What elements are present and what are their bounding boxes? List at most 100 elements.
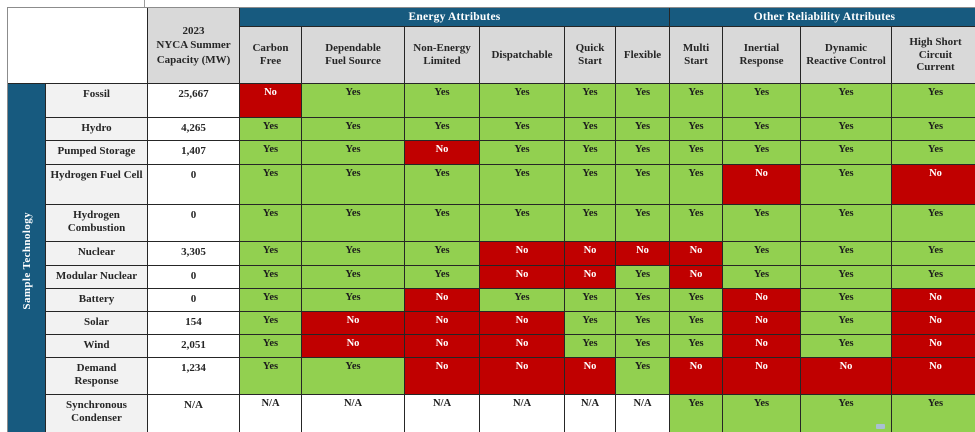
cell-hydro-dynamic-reactive-control-text: Yes xyxy=(838,121,854,132)
column-header-carbon-free-text: Carbon Free xyxy=(252,42,289,67)
cell-pumped-storage-non-energy-limited-text: No xyxy=(435,144,449,155)
cell-solar-flexible: Yes xyxy=(616,312,669,334)
cell-hydro-dependable-fuel-source-text: Yes xyxy=(345,121,361,132)
cell-nuclear-quick-start-text: No xyxy=(583,245,597,256)
cell-hydro-quick-start: Yes xyxy=(565,118,615,140)
cell-pumped-storage-multi-start: Yes xyxy=(670,141,722,164)
cell-nuclear-multi-start: No xyxy=(670,242,722,265)
cell-fossil-multi-start: Yes xyxy=(670,84,722,117)
cell-solar-dynamic-reactive-control-text: Yes xyxy=(838,315,854,326)
capacity-demand-response-text: 1,234 xyxy=(181,362,206,374)
cell-modular-nuclear-dispatchable: No xyxy=(480,266,564,288)
cell-synchronous-condenser-flexible: N/A xyxy=(616,395,669,432)
capacity-header-line: 2023 xyxy=(182,25,205,38)
cell-solar-flexible-text: Yes xyxy=(634,315,651,326)
row-label-nuclear: Nuclear xyxy=(46,242,147,265)
row-label-wind: Wind xyxy=(46,335,147,357)
cell-nuclear-non-energy-limited-text: Yes xyxy=(434,245,450,256)
cell-modular-nuclear-dependable-fuel-source: Yes xyxy=(302,266,404,288)
row-label-fossil: Fossil xyxy=(46,84,147,117)
cell-wind-flexible-text: Yes xyxy=(634,338,651,349)
cell-fossil-high-short-circuit-current: Yes xyxy=(892,84,975,117)
cell-wind-dependable-fuel-source-text: No xyxy=(346,338,360,349)
cell-modular-nuclear-non-energy-limited-text: Yes xyxy=(434,269,450,280)
cell-solar-dispatchable-text: No xyxy=(515,315,529,326)
cell-demand-response-dispatchable: No xyxy=(480,358,564,394)
cell-hydro-non-energy-limited: Yes xyxy=(405,118,479,140)
row-label-solar-text: Solar xyxy=(83,316,110,328)
cell-hydrogen-combustion-dispatchable-text: Yes xyxy=(514,208,530,219)
cell-wind-dispatchable: No xyxy=(480,335,564,357)
cell-battery-dispatchable-text: Yes xyxy=(514,292,530,303)
cell-hydro-dispatchable: Yes xyxy=(480,118,564,140)
column-header-non-energy-limited: Non-Energy Limited xyxy=(405,27,479,83)
row-label-modular-nuclear-text: Modular Nuclear xyxy=(55,270,138,282)
cell-pumped-storage-quick-start: Yes xyxy=(565,141,615,164)
cell-wind-non-energy-limited: No xyxy=(405,335,479,357)
cell-hydro-multi-start-text: Yes xyxy=(688,121,704,132)
cell-fossil-carbon-free-text: No xyxy=(264,87,277,98)
cell-pumped-storage-high-short-circuit-current-text: Yes xyxy=(927,144,944,155)
cell-hydrogen-combustion-inertial-response-text: Yes xyxy=(753,208,770,219)
cell-nuclear-dispatchable-text: No xyxy=(515,245,529,256)
cell-synchronous-condenser-quick-start: N/A xyxy=(565,395,615,432)
cell-wind-carbon-free-text: Yes xyxy=(262,338,279,349)
cell-demand-response-flexible-text: Yes xyxy=(634,361,651,372)
cell-demand-response-dependable-fuel-source: Yes xyxy=(302,358,404,394)
cell-hydro-inertial-response-text: Yes xyxy=(753,121,770,132)
cell-modular-nuclear-flexible-text: Yes xyxy=(634,269,651,280)
capacity-header-line: Capacity (MW) xyxy=(156,53,231,66)
cell-pumped-storage-dependable-fuel-source: Yes xyxy=(302,141,404,164)
cell-hydrogen-fuel-cell-dispatchable-text: Yes xyxy=(514,168,530,179)
cell-modular-nuclear-dependable-fuel-source-text: Yes xyxy=(345,269,361,280)
cell-wind-dynamic-reactive-control-text: Yes xyxy=(838,338,854,349)
cell-demand-response-dynamic-reactive-control: No xyxy=(801,358,891,394)
cell-solar-quick-start: Yes xyxy=(565,312,615,334)
cell-hydrogen-combustion-dispatchable: Yes xyxy=(480,205,564,241)
cell-demand-response-inertial-response-text: No xyxy=(755,361,768,372)
cell-solar-dispatchable: No xyxy=(480,312,564,334)
cell-fossil-quick-start: Yes xyxy=(565,84,615,117)
capacity-hydrogen-combustion: 0 xyxy=(148,205,239,241)
row-label-wind-text: Wind xyxy=(83,339,110,351)
cell-pumped-storage-carbon-free: Yes xyxy=(240,141,301,164)
cell-solar-carbon-free-text: Yes xyxy=(262,315,279,326)
cell-wind-multi-start: Yes xyxy=(670,335,722,357)
cell-hydrogen-fuel-cell-carbon-free: Yes xyxy=(240,165,301,204)
capacity-synchronous-condenser-text: N/A xyxy=(184,399,203,411)
capacity-battery-text: 0 xyxy=(190,293,197,305)
cell-hydrogen-fuel-cell-non-energy-limited-text: Yes xyxy=(434,168,450,179)
cell-modular-nuclear-high-short-circuit-current: Yes xyxy=(892,266,975,288)
cell-hydrogen-fuel-cell-multi-start-text: Yes xyxy=(688,168,704,179)
cell-modular-nuclear-multi-start-text: No xyxy=(689,269,703,280)
cell-pumped-storage-dynamic-reactive-control: Yes xyxy=(801,141,891,164)
cell-pumped-storage-flexible-text: Yes xyxy=(634,144,651,155)
cell-synchronous-condenser-dispatchable-text: N/A xyxy=(512,398,532,409)
cell-hydrogen-combustion-flexible-text: Yes xyxy=(634,208,651,219)
cell-nuclear-high-short-circuit-current-text: Yes xyxy=(927,245,944,256)
cell-fossil-inertial-response-text: Yes xyxy=(753,87,770,98)
cell-hydrogen-fuel-cell-quick-start: Yes xyxy=(565,165,615,204)
capacity-demand-response: 1,234 xyxy=(148,358,239,394)
cell-wind-quick-start: Yes xyxy=(565,335,615,357)
cell-hydrogen-combustion-dependable-fuel-source-text: Yes xyxy=(345,208,361,219)
column-header-multi-start-text: Multi Start xyxy=(682,42,710,67)
cell-demand-response-high-short-circuit-current: No xyxy=(892,358,975,394)
cell-hydrogen-fuel-cell-dynamic-reactive-control-text: Yes xyxy=(838,168,854,179)
cell-pumped-storage-dependable-fuel-source-text: Yes xyxy=(345,144,361,155)
cell-battery-dependable-fuel-source: Yes xyxy=(302,289,404,311)
cell-modular-nuclear-non-energy-limited: Yes xyxy=(405,266,479,288)
cell-synchronous-condenser-high-short-circuit-current: Yes xyxy=(892,395,975,432)
cell-hydro-high-short-circuit-current: Yes xyxy=(892,118,975,140)
cell-synchronous-condenser-dependable-fuel-source: N/A xyxy=(302,395,404,432)
cell-hydro-non-energy-limited-text: Yes xyxy=(434,121,450,132)
cell-synchronous-condenser-dispatchable: N/A xyxy=(480,395,564,432)
cell-solar-dynamic-reactive-control: Yes xyxy=(801,312,891,334)
cell-nuclear-dependable-fuel-source: Yes xyxy=(302,242,404,265)
cell-fossil-inertial-response: Yes xyxy=(723,84,800,117)
cell-hydrogen-fuel-cell-non-energy-limited: Yes xyxy=(405,165,479,204)
cell-battery-dynamic-reactive-control: Yes xyxy=(801,289,891,311)
row-label-synchronous-condenser: Synchronous Condenser xyxy=(46,395,147,432)
cell-battery-dependable-fuel-source-text: Yes xyxy=(345,292,361,303)
cell-pumped-storage-high-short-circuit-current: Yes xyxy=(892,141,975,164)
